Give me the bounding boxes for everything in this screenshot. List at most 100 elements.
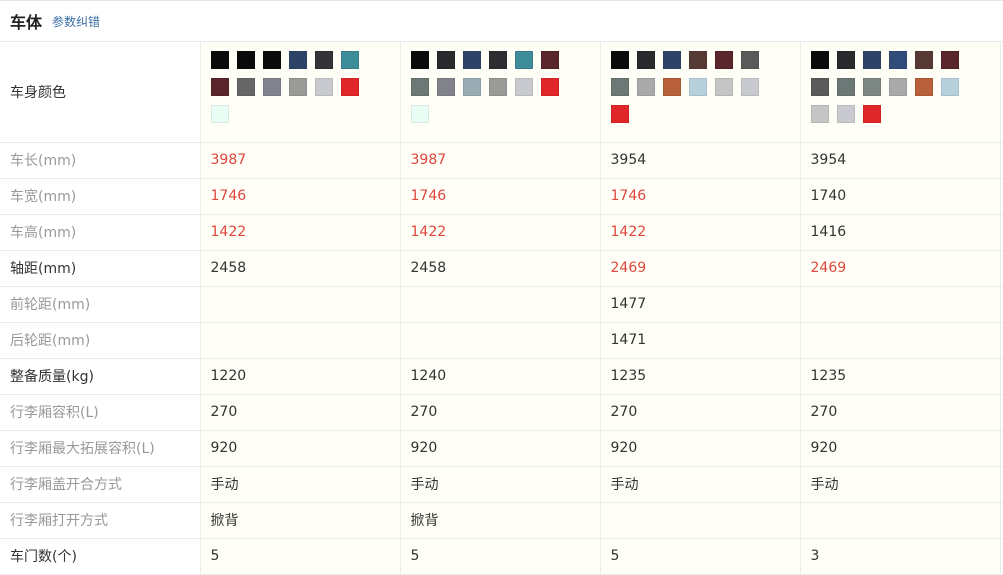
color-swatch[interactable]: [688, 78, 707, 97]
row-label: 行李厢盖开合方式: [0, 466, 201, 503]
table-edge: [1000, 214, 1003, 251]
table-cell: [600, 502, 801, 539]
color-swatch[interactable]: [636, 78, 655, 97]
color-swatch[interactable]: [436, 78, 455, 97]
color-swatch[interactable]: [262, 51, 281, 70]
table-edge: [1000, 178, 1003, 215]
color-swatch[interactable]: [940, 78, 959, 97]
color-swatch[interactable]: [836, 105, 855, 124]
table-edge: [1000, 322, 1003, 359]
color-swatch[interactable]: [888, 78, 907, 97]
row-label: 轴距(mm): [0, 250, 201, 287]
color-swatch[interactable]: [462, 78, 481, 97]
color-swatch[interactable]: [288, 51, 307, 70]
color-swatch[interactable]: [836, 51, 855, 70]
table-cell: 3: [800, 538, 1001, 575]
color-swatch[interactable]: [862, 51, 881, 70]
color-swatch[interactable]: [514, 51, 533, 70]
param-correction-link[interactable]: 参数纠错: [52, 14, 101, 29]
table-row: 行李厢打开方式 掀背 掀背: [0, 502, 1003, 539]
row-label: 后轮距(mm): [0, 322, 201, 359]
color-swatch[interactable]: [314, 78, 333, 97]
section-title: 车体: [10, 13, 43, 32]
color-swatch[interactable]: [688, 51, 707, 70]
table-edge: [1000, 430, 1003, 467]
color-swatch[interactable]: [810, 78, 829, 97]
color-swatch[interactable]: [610, 78, 629, 97]
color-cell: [400, 42, 601, 143]
color-swatch[interactable]: [288, 78, 307, 97]
row-label: 行李厢容积(L): [0, 394, 201, 431]
table-cell: 手动: [200, 466, 401, 503]
color-swatch[interactable]: [488, 78, 507, 97]
color-swatch[interactable]: [862, 105, 881, 124]
color-swatch[interactable]: [610, 51, 629, 70]
row-label: 前轮距(mm): [0, 286, 201, 323]
color-swatch[interactable]: [236, 51, 255, 70]
color-swatch[interactable]: [410, 105, 429, 124]
table-cell: 270: [800, 394, 1001, 431]
table-row: 车高(mm) 1422 1422 1422 1416: [0, 214, 1003, 251]
table-cell: 1746: [200, 178, 401, 215]
color-swatch[interactable]: [836, 78, 855, 97]
color-swatch[interactable]: [314, 51, 333, 70]
color-swatch[interactable]: [436, 51, 455, 70]
table-cell: 920: [200, 430, 401, 467]
color-swatch[interactable]: [514, 78, 533, 97]
table-cell: 1471: [600, 322, 801, 359]
table-cell: 掀背: [200, 502, 401, 539]
color-swatch[interactable]: [940, 51, 959, 70]
table-row: 车长(mm) 3987 3987 3954 3954: [0, 142, 1003, 179]
color-swatch[interactable]: [810, 105, 829, 124]
table-cell: 1477: [600, 286, 801, 323]
color-swatch[interactable]: [914, 51, 933, 70]
color-swatch[interactable]: [714, 51, 733, 70]
color-swatch[interactable]: [410, 51, 429, 70]
color-swatch[interactable]: [740, 51, 759, 70]
table-cell: [200, 322, 401, 359]
color-swatch[interactable]: [862, 78, 881, 97]
color-swatch[interactable]: [340, 78, 359, 97]
table-cell: 3954: [600, 142, 801, 179]
color-swatch[interactable]: [210, 51, 229, 70]
color-swatch[interactable]: [714, 78, 733, 97]
table-cell: 2458: [400, 250, 601, 287]
table-cell: 手动: [400, 466, 601, 503]
table-row: 行李厢盖开合方式 手动 手动 手动 手动: [0, 466, 1003, 503]
color-swatch[interactable]: [610, 105, 629, 124]
color-swatch[interactable]: [540, 78, 559, 97]
table-row: 前轮距(mm) 1477: [0, 286, 1003, 323]
color-swatch[interactable]: [340, 51, 359, 70]
color-swatch[interactable]: [236, 78, 255, 97]
color-swatch[interactable]: [662, 78, 681, 97]
color-swatch[interactable]: [410, 78, 429, 97]
table-cell: 270: [600, 394, 801, 431]
color-swatch[interactable]: [210, 78, 229, 97]
table-row: 行李厢最大拓展容积(L) 920 920 920 920: [0, 430, 1003, 467]
color-swatch[interactable]: [914, 78, 933, 97]
row-label: 行李厢最大拓展容积(L): [0, 430, 201, 467]
color-cell: [200, 42, 401, 143]
color-swatch[interactable]: [488, 51, 507, 70]
table-row: 车门数(个) 5 5 5 3: [0, 538, 1003, 575]
table-cell: [800, 502, 1001, 539]
table-cell: 5: [200, 538, 401, 575]
color-swatch[interactable]: [888, 51, 907, 70]
table-edge: [1000, 142, 1003, 179]
section-header: 车体 参数纠错: [0, 0, 1003, 42]
color-swatch[interactable]: [210, 105, 229, 124]
color-swatch[interactable]: [810, 51, 829, 70]
color-swatch[interactable]: [636, 51, 655, 70]
color-swatch[interactable]: [262, 78, 281, 97]
color-swatch[interactable]: [540, 51, 559, 70]
table-row: 行李厢容积(L) 270 270 270 270: [0, 394, 1003, 431]
table-cell: 1422: [600, 214, 801, 251]
color-swatch[interactable]: [662, 51, 681, 70]
table-edge: [1000, 358, 1003, 395]
table-edge: [1000, 538, 1003, 575]
color-swatch[interactable]: [462, 51, 481, 70]
table-cell: [400, 322, 601, 359]
table-cell: [800, 322, 1001, 359]
color-swatch[interactable]: [740, 78, 759, 97]
table-edge: [1000, 502, 1003, 539]
